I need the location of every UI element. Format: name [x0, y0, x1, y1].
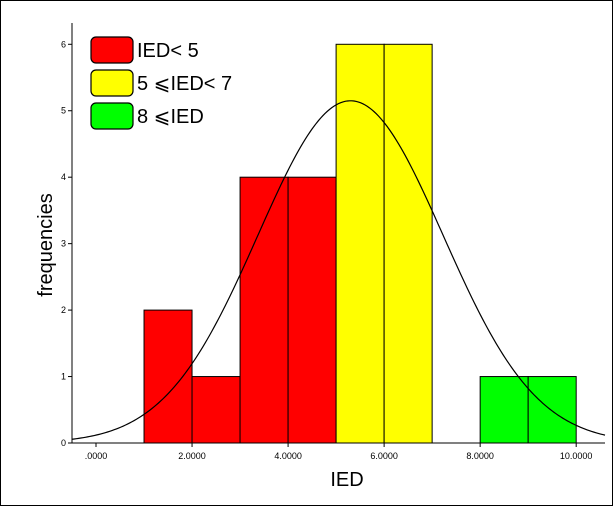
y-tick-label: 5: [61, 106, 66, 116]
histogram-bar-2: [191, 376, 241, 444]
y-tick-label: 3: [61, 239, 66, 249]
y-tick-label: 0: [61, 438, 66, 448]
histogram-bar-4: [287, 176, 337, 444]
x-tick-label: 10.0000: [560, 451, 593, 461]
y-axis-label: frequencies: [35, 193, 57, 296]
y-ticks-group: 0 1 2 3 4 5 6: [61, 39, 72, 448]
legend-swatch-mid: [90, 69, 134, 97]
bars-group: [143, 43, 577, 444]
legend-label-high: 8 ⩽IED: [137, 106, 204, 128]
x-tick-label: 2.0000: [178, 451, 206, 461]
legend-swatch-high: [90, 102, 134, 130]
x-tick-label: .0000: [85, 451, 108, 461]
histogram-bar-8: [527, 376, 577, 444]
normal-curve: [71, 100, 606, 440]
legend-label-mid: 5 ⩽IED< 7: [137, 73, 232, 95]
x-tick-label: 8.0000: [466, 451, 494, 461]
legend-swatch-low: [90, 36, 134, 64]
histogram-bar-5: [335, 43, 385, 444]
x-ticks-group: .0000 2.0000 4.0000 6.0000 8.0000 10.0000: [85, 443, 593, 461]
x-tick-label: 6.0000: [370, 451, 398, 461]
y-tick-label: 1: [61, 372, 66, 382]
histogram-bar-7: [479, 376, 529, 444]
y-tick-label: 6: [61, 39, 66, 49]
x-tick-label: 4.0000: [274, 451, 302, 461]
histogram-bar-1: [143, 309, 193, 444]
x-axis-label: IED: [330, 469, 363, 491]
histogram-bar-6: [383, 43, 433, 444]
y-tick-label: 4: [61, 172, 66, 182]
legend-label-low: IED< 5: [137, 40, 199, 62]
y-tick-label: 2: [61, 305, 66, 315]
legend: IED< 5 5 ⩽IED< 7 8 ⩽IED: [90, 36, 232, 130]
histogram-bar-3: [239, 176, 289, 444]
